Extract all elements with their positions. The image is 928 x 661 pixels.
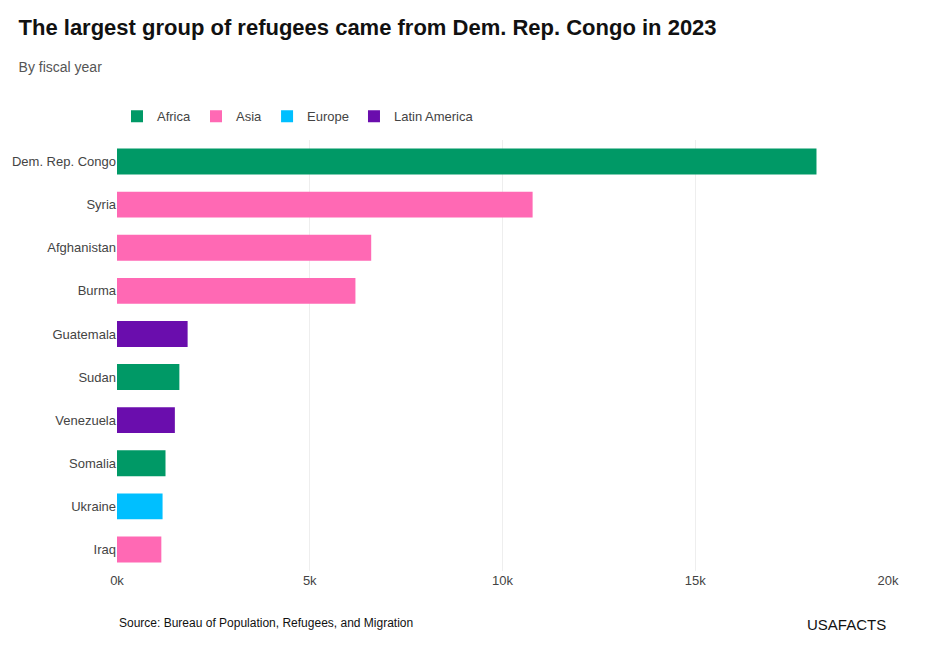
svg-text:10k: 10k	[492, 573, 513, 588]
svg-text:Africa: Africa	[157, 109, 191, 124]
svg-text:Burma: Burma	[78, 283, 117, 298]
svg-text:Latin America: Latin America	[394, 109, 474, 124]
svg-text:Sudan: Sudan	[78, 370, 116, 385]
svg-text:20k: 20k	[878, 573, 899, 588]
svg-text:Somalia: Somalia	[69, 456, 117, 471]
svg-text:15k: 15k	[685, 573, 706, 588]
svg-text:0k: 0k	[110, 573, 124, 588]
svg-text:Syria: Syria	[86, 197, 116, 212]
svg-text:Europe: Europe	[307, 109, 349, 124]
svg-text:Source: Bureau of Population,: Source: Bureau of Population, Refugees, …	[119, 616, 413, 630]
svg-text:Dem. Rep. Congo: Dem. Rep. Congo	[12, 154, 116, 169]
svg-text:Afghanistan: Afghanistan	[47, 240, 116, 255]
svg-text:USAFACTS: USAFACTS	[807, 616, 886, 633]
svg-text:Asia: Asia	[236, 109, 262, 124]
svg-text:Iraq: Iraq	[94, 542, 116, 557]
svg-text:Ukraine: Ukraine	[71, 499, 116, 514]
svg-text:5k: 5k	[303, 573, 317, 588]
svg-text:By fiscal year: By fiscal year	[19, 59, 103, 75]
svg-text:The largest group of refugees: The largest group of refugees came from …	[19, 15, 717, 40]
svg-text:Guatemala: Guatemala	[52, 327, 116, 342]
svg-text:Venezuela: Venezuela	[55, 413, 116, 428]
